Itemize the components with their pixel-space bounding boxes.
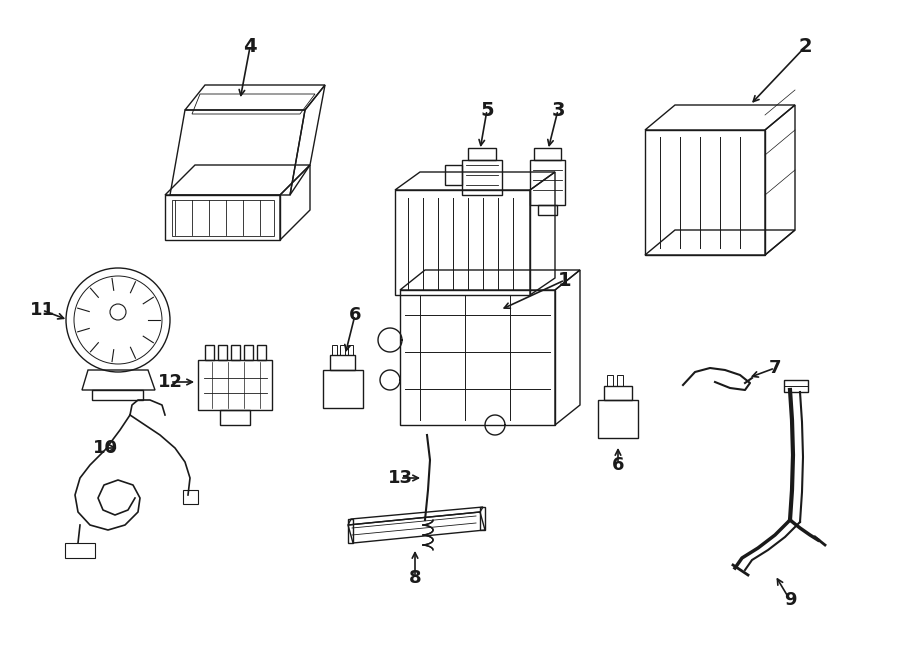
Text: 9: 9 (784, 591, 796, 609)
Text: 5: 5 (481, 100, 494, 120)
Text: 6: 6 (612, 456, 625, 474)
Text: 2: 2 (798, 38, 812, 56)
Text: 13: 13 (388, 469, 412, 487)
Text: 4: 4 (243, 38, 256, 56)
Text: 1: 1 (558, 270, 572, 290)
Text: 10: 10 (93, 439, 118, 457)
Text: 12: 12 (158, 373, 183, 391)
Text: 11: 11 (30, 301, 55, 319)
Text: 8: 8 (409, 569, 421, 587)
Text: 7: 7 (769, 359, 781, 377)
Text: 6: 6 (349, 306, 361, 324)
Text: 3: 3 (551, 100, 565, 120)
